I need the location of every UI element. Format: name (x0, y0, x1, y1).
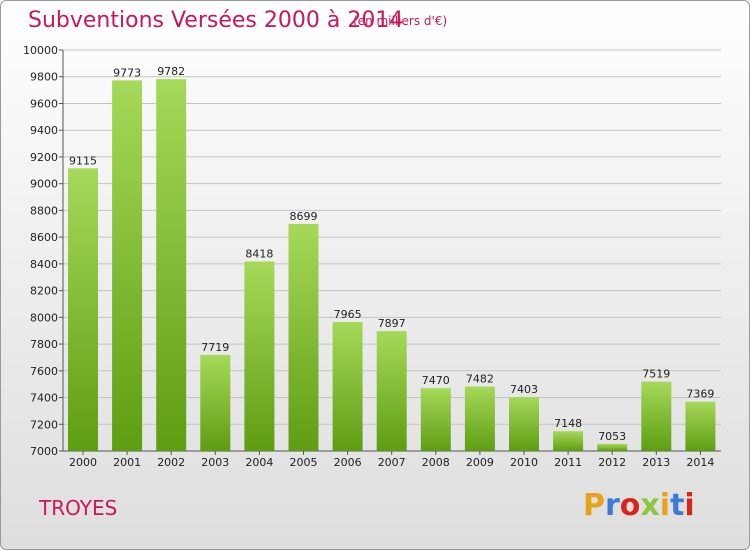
data-label: 7470 (422, 374, 450, 387)
brand-letter: P (583, 488, 605, 523)
bar-2008 (420, 388, 451, 451)
brand-letter: o (619, 488, 641, 523)
y-tick-label: 9400 (30, 124, 58, 137)
brand-letter: i (684, 488, 695, 523)
bar-2000 (68, 168, 98, 452)
data-label: 8699 (290, 210, 318, 223)
x-tick-label: 2008 (422, 456, 450, 469)
city-label: TROYES (39, 496, 118, 520)
x-tick-label: 2013 (642, 456, 670, 469)
data-label: 9115 (69, 154, 97, 167)
bar-2012 (597, 443, 628, 451)
y-tick-label: 7400 (30, 392, 58, 405)
brand-logo[interactable]: Proxiti (583, 488, 695, 523)
x-tick-label: 2001 (113, 456, 141, 469)
x-tick-label: 2000 (69, 456, 97, 469)
data-label: 7482 (466, 373, 494, 386)
brand-letter: x (640, 488, 660, 523)
x-tick-label: 2009 (466, 456, 494, 469)
data-label: 7369 (686, 388, 714, 401)
y-tick-label: 9200 (30, 151, 58, 164)
bars (68, 79, 716, 452)
x-tick-label: 2004 (245, 456, 273, 469)
x-tick-label: 2012 (598, 456, 626, 469)
y-tick-label: 9800 (30, 71, 58, 84)
bar-2011 (553, 431, 584, 451)
y-tick-label: 9000 (30, 178, 58, 191)
x-tick-label: 2014 (686, 456, 714, 469)
x-tick-label: 2005 (290, 456, 318, 469)
bar-2014 (685, 401, 716, 451)
data-label: 7403 (510, 383, 538, 396)
y-tick-label: 8800 (30, 204, 58, 217)
data-label: 7148 (554, 417, 582, 430)
chart-title: Subventions Versées 2000 à 2014 (28, 8, 404, 33)
data-label: 7053 (598, 430, 626, 443)
y-tick-label: 8600 (30, 231, 58, 244)
data-label: 9773 (113, 66, 141, 79)
bar-2010 (509, 397, 539, 451)
brand-letter: t (670, 488, 685, 523)
axes: 7000 7200 7400 7600 7800 8000 8200 8400 8600 8800… (23, 44, 721, 469)
brand-letter: i (659, 488, 671, 523)
x-tick-label: 2002 (157, 456, 185, 469)
y-tick-label: 9600 (30, 97, 58, 110)
y-tick-label: 7000 (30, 445, 58, 458)
bar-2001 (112, 80, 143, 451)
bar-2002 (156, 79, 187, 451)
y-tick-label: 8200 (30, 285, 58, 298)
data-labels: 9115 9773 9782 7719 8418 8699 7965 7897 7470 7482… (69, 65, 714, 443)
bar-2004 (244, 261, 275, 451)
bar-2009 (464, 386, 495, 451)
brand-letter: r (605, 488, 620, 523)
x-tick-label: 2006 (334, 456, 362, 469)
y-tick-label: 7200 (30, 418, 58, 431)
y-tick-label: 8000 (30, 311, 58, 324)
chart-subtitle: (en milliers d'€) (353, 14, 448, 28)
bar-2013 (641, 381, 672, 451)
y-tick-label: 7800 (30, 338, 58, 351)
data-label: 7519 (642, 368, 670, 381)
x-tick-label: 2003 (201, 456, 229, 469)
bar-2007 (376, 331, 407, 451)
x-tick-label: 2007 (378, 456, 406, 469)
bar-2006 (332, 322, 363, 451)
bar-2005 (288, 223, 319, 451)
y-tick-label: 7600 (30, 365, 58, 378)
x-tick-label: 2010 (510, 456, 538, 469)
y-tick-label: 10000 (23, 44, 58, 57)
data-label: 9782 (157, 65, 185, 78)
x-tick-label: 2011 (554, 456, 582, 469)
data-label: 7719 (201, 341, 229, 354)
data-label: 7965 (334, 308, 362, 321)
data-label: 7897 (378, 317, 406, 330)
bar-2003 (200, 354, 231, 451)
data-label: 8418 (245, 247, 273, 260)
y-tick-label: 8400 (30, 258, 58, 271)
